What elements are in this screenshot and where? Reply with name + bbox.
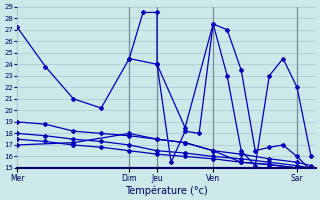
X-axis label: Température (°c): Température (°c) <box>125 185 208 196</box>
